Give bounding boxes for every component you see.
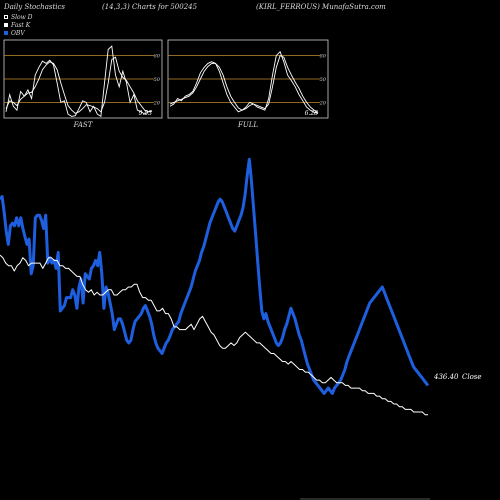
fast-series-fast-k	[5, 45, 153, 118]
legend-swatch-obv	[4, 31, 8, 35]
full-series-full-d	[169, 54, 319, 113]
main-series-obv	[0, 157, 430, 395]
legend-swatch-fast-k	[4, 23, 8, 27]
legend-item-obv: OBV	[4, 29, 33, 37]
legend-item-slow-d: Slow D	[4, 13, 33, 21]
close-suffix-label: Close	[462, 373, 482, 381]
fast-tick-20: 20	[153, 100, 161, 106]
legend: Slow D Fast K OBV	[4, 13, 33, 37]
full-tick-20: 20	[319, 100, 327, 106]
fast-value-label: 9.03	[139, 110, 153, 117]
fast-tick-80: 80	[154, 54, 161, 60]
chart-title: Daily Stochastics	[4, 3, 66, 11]
full-series-full-k	[169, 50, 319, 114]
full-tick-50: 50	[320, 77, 327, 83]
legend-label-obv: OBV	[11, 29, 25, 37]
fast-panel-title: FAST	[73, 121, 94, 129]
legend-item-fast-k: Fast K	[4, 21, 33, 29]
chart-company: (KIRL_FERROUS) MunafaSutra.com	[256, 3, 386, 11]
legend-label-fast-k: Fast K	[11, 21, 31, 29]
chart-params: (14,3,3) Charts for 500245	[102, 3, 198, 11]
fast-series-slow-d	[5, 56, 153, 114]
main-series-close	[0, 254, 428, 416]
full-panel-title: FULL	[237, 121, 258, 129]
full-value-label: 6.28	[305, 110, 319, 117]
legend-swatch-slow-d	[4, 15, 8, 19]
close-price-label: 436.40	[433, 373, 459, 381]
legend-label-slow-d: Slow D	[11, 13, 33, 21]
fast-tick-50: 50	[154, 77, 161, 83]
full-tick-80: 80	[320, 54, 327, 60]
